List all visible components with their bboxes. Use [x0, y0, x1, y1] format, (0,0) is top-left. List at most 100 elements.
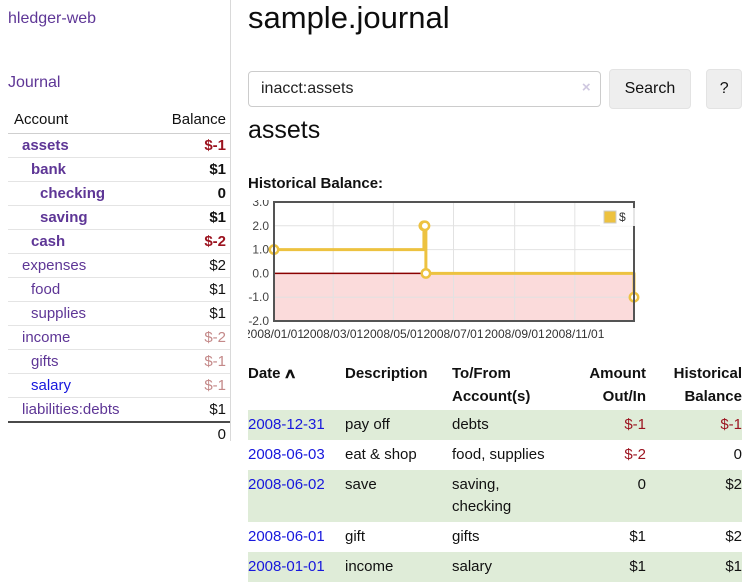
help-button[interactable]: ?: [706, 69, 742, 109]
historical-balance-chart: $3.0 2.0 1.0 0.0 -1.0 -2.0 2008/01/01 2008/03/0…: [244, 195, 742, 345]
register-row: 2008-12-31 pay off debts $-1 $-1: [248, 410, 742, 440]
accounts-header-account: Account: [8, 108, 119, 134]
account-link[interactable]: food: [31, 281, 61, 298]
account-balance: $-2: [204, 233, 226, 250]
account-balance: $1: [209, 401, 226, 418]
transaction-accounts: food, supplies: [452, 446, 545, 463]
register-header-amount: Amount Out/In: [589, 365, 646, 405]
sort-ascending-icon: ∧: [282, 365, 297, 381]
account-row: cash $-2: [8, 229, 230, 254]
transaction-date-link[interactable]: 2008-01-01: [248, 558, 325, 575]
main-content: sample.journal × Search ? assets Histori…: [244, 0, 742, 582]
transaction-description: income: [345, 558, 394, 575]
transaction-balance: $2: [725, 528, 742, 545]
account-row: assets $-1: [8, 134, 230, 158]
transaction-description: eat & shop: [345, 446, 417, 463]
transaction-balance: $2: [725, 476, 742, 493]
x-axis-tick-label: 2008/09/01: [485, 327, 545, 341]
account-link[interactable]: bank: [31, 161, 67, 178]
x-axis-tick-label: 2008/07/01: [423, 327, 483, 341]
account-row: bank $1: [8, 157, 230, 182]
account-heading: assets: [248, 116, 321, 144]
transaction-accounts: gifts: [452, 528, 480, 545]
account-link[interactable]: checking: [40, 185, 106, 202]
search-button[interactable]: Search: [608, 69, 692, 109]
account-row: saving $1: [8, 205, 230, 230]
accounts-header-row: Account Balance: [8, 108, 230, 134]
data-point-marker: [419, 220, 431, 232]
account-balance: 0: [217, 185, 226, 202]
transaction-amount: $-2: [624, 446, 646, 463]
transaction-date-link[interactable]: 2008-06-03: [248, 446, 325, 463]
account-balance: $2: [209, 257, 226, 274]
data-point-marker: [420, 267, 432, 279]
search-form: × Search ?: [248, 69, 742, 109]
account-balance: $-1: [204, 353, 226, 370]
account-balance: $-2: [204, 329, 226, 346]
register-row: 2008-01-01 income salary $1 $1: [248, 552, 742, 582]
account-row: checking 0: [8, 181, 230, 206]
account-link[interactable]: supplies: [31, 305, 87, 322]
account-link[interactable]: saving: [40, 209, 88, 226]
x-axis-tick-label: 2008/11/01: [545, 327, 604, 341]
search-box: ×: [248, 71, 601, 107]
transaction-date-link[interactable]: 2008-06-01: [248, 528, 325, 545]
register-header-accounts: To/From Account(s): [452, 365, 531, 405]
account-balance: $1: [209, 281, 226, 298]
account-link[interactable]: expenses: [22, 257, 87, 274]
y-axis-tick-label: -2.0: [248, 314, 269, 328]
account-link[interactable]: salary: [31, 377, 72, 394]
transaction-amount: $-1: [624, 416, 646, 433]
accounts-total-value: 0: [217, 426, 226, 443]
date-header-label: Date: [248, 365, 281, 382]
transaction-accounts: debts: [452, 416, 489, 433]
account-row: salary $-1: [8, 373, 230, 398]
account-balance: $1: [209, 305, 226, 322]
transaction-balance: $1: [725, 558, 742, 575]
transaction-date-link[interactable]: 2008-06-02: [248, 476, 325, 493]
y-axis-tick-label: -1.0: [248, 290, 269, 304]
transaction-amount: 0: [637, 476, 646, 493]
account-link[interactable]: gifts: [31, 353, 59, 370]
transaction-accounts: salary: [452, 558, 493, 575]
page-title: sample.journal: [248, 0, 450, 35]
sidebar: hledger-web Journal Account Balance asse…: [0, 0, 231, 443]
register-row: 2008-06-03 eat & shop food, supplies $-2 0: [248, 440, 742, 470]
account-balance: $-1: [204, 137, 226, 154]
x-axis-tick-label: 2008/05/01: [363, 327, 423, 341]
app-title-link[interactable]: hledger-web: [8, 10, 97, 27]
register-header-row: Date ∧ Description To/From Account(s) Amo…: [248, 360, 742, 410]
register-header-date[interactable]: Date ∧: [248, 360, 345, 410]
accounts-header-balance: Balance: [119, 108, 230, 134]
account-link[interactable]: assets: [22, 137, 69, 154]
clear-search-icon[interactable]: ×: [581, 79, 591, 96]
account-balance: $1: [209, 161, 226, 178]
register-row: 2008-06-01 gift gifts $1 $2: [248, 522, 742, 552]
search-input[interactable]: [248, 71, 601, 107]
sidebar-item-journal[interactable]: Journal: [8, 74, 61, 91]
register-row: 2008-06-02 save saving, checking 0 $2: [248, 470, 742, 522]
y-axis-tick-label: 0.0: [252, 266, 269, 280]
transaction-description: gift: [345, 528, 366, 545]
register-header-description: Description: [345, 365, 428, 382]
accounts-total-row: 0: [8, 422, 230, 446]
account-row: supplies $1: [8, 301, 230, 326]
transaction-date-link[interactable]: 2008-12-31: [248, 416, 325, 433]
transaction-description: pay off: [345, 416, 390, 433]
account-link[interactable]: liabilities:debts: [22, 401, 120, 418]
y-axis-tick-label: 3.0: [252, 200, 269, 209]
x-axis-tick-label: 2008/03/01: [303, 327, 363, 341]
chart-title: Historical Balance:: [248, 175, 384, 192]
register-header-balance: Historical Balance: [673, 365, 742, 405]
register-table: Date ∧ Description To/From Account(s) Amo…: [248, 360, 742, 582]
legend-swatch: [603, 210, 617, 224]
account-row: food $1: [8, 277, 230, 302]
transaction-amount: $1: [629, 558, 646, 575]
account-link[interactable]: income: [22, 329, 71, 346]
account-row: gifts $-1: [8, 349, 230, 374]
account-row: income $-2: [8, 325, 230, 350]
account-link[interactable]: cash: [31, 233, 66, 250]
transaction-accounts: saving, checking: [452, 476, 512, 515]
chart-border: [273, 201, 635, 322]
